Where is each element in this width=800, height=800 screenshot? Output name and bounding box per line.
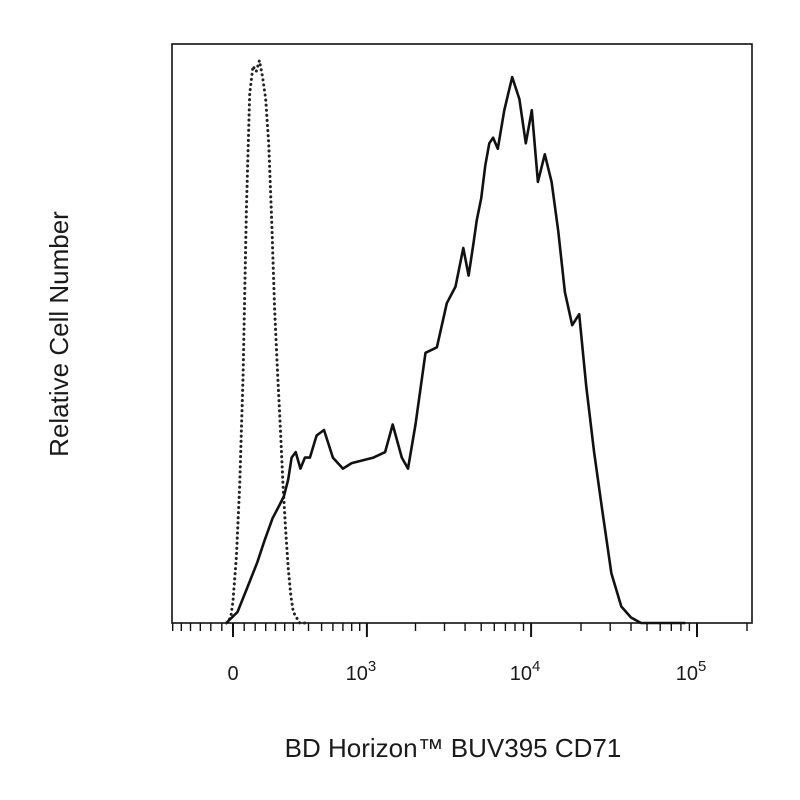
y-axis-label: Relative Cell Number [44,211,74,457]
series-layer [224,59,686,625]
series-dotted-line [224,59,310,625]
x-tick-label: 105 [676,658,707,685]
series-solid-line [225,75,686,625]
x-tick-label-base: 10 [676,663,698,685]
x-axis-ticks [171,623,748,637]
x-tick-label-base: 0 [227,663,238,685]
x-tick-label-exponent: 4 [532,658,540,675]
x-tick-label-base: 10 [510,663,532,685]
x-tick-label-exponent: 5 [698,658,706,675]
x-axis-label: BD Horizon™ BUV395 CD71 [285,733,622,763]
x-tick-label: 0 [227,663,238,685]
x-tick-labels: 0 103 104 105 [227,658,706,685]
x-tick-label-base: 10 [346,663,368,685]
x-tick-label: 103 [346,658,377,685]
plot-frame [171,43,753,624]
x-tick-label: 104 [510,658,541,685]
x-tick-label-exponent: 3 [368,658,376,675]
